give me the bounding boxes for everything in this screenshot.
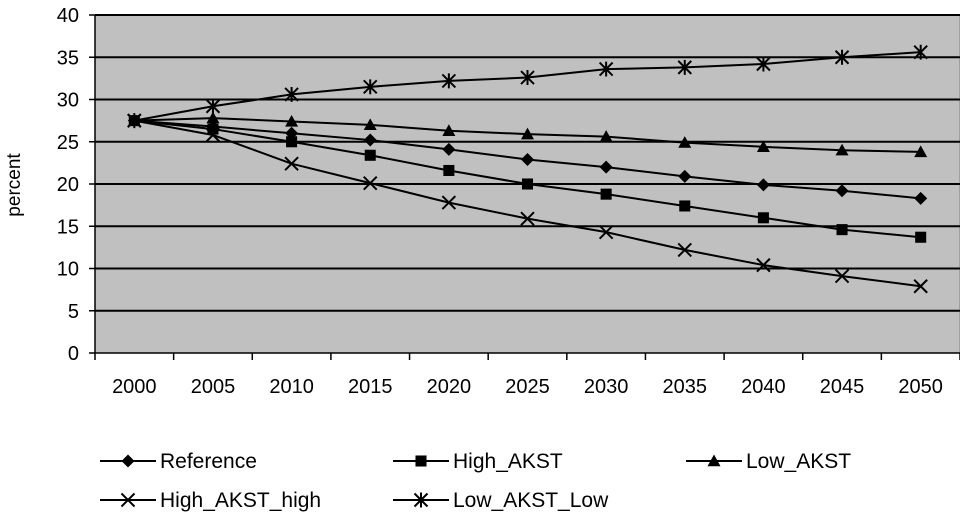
legend-item: High_AKST_high xyxy=(100,489,321,512)
data-point xyxy=(206,111,220,124)
data-point xyxy=(520,211,535,226)
legend-marker xyxy=(707,454,721,467)
data-point xyxy=(441,195,457,210)
y-tick-label: 5 xyxy=(68,301,79,323)
y-tick-label: 25 xyxy=(57,132,79,154)
data-point xyxy=(441,73,457,89)
data-point xyxy=(363,133,377,147)
data-point xyxy=(756,178,770,192)
data-point xyxy=(363,79,378,95)
gridlines xyxy=(95,14,960,312)
data-point xyxy=(286,136,298,148)
y-tick-label: 30 xyxy=(57,90,79,112)
data-point xyxy=(442,142,456,156)
legend-item: Low_AKST xyxy=(686,450,851,473)
legend-label: Low_AKST xyxy=(746,450,851,473)
data-point xyxy=(284,86,299,102)
data-point xyxy=(363,118,377,131)
data-point xyxy=(914,191,928,205)
data-point xyxy=(598,61,614,77)
x-tick-label: 2035 xyxy=(663,376,708,398)
y-tick-label: 20 xyxy=(57,174,79,196)
series-5 xyxy=(127,44,928,129)
x-tick-label: 2015 xyxy=(348,376,393,398)
data-point xyxy=(442,124,456,136)
data-point xyxy=(835,143,849,156)
data-point xyxy=(834,49,850,65)
y-tick-labels: 0 5 10 15 20 25 30 35 40 xyxy=(57,5,79,365)
y-tick-label: 35 xyxy=(57,47,79,69)
legend-label: Reference xyxy=(160,450,257,473)
data-point xyxy=(756,257,771,273)
y-tick-label: 40 xyxy=(57,5,79,27)
data-point xyxy=(913,279,928,294)
data-point xyxy=(677,59,692,75)
x-tick-label: 2000 xyxy=(112,376,157,398)
legend-item: Low_AKST_Low xyxy=(393,489,609,512)
legend-item: High_AKST xyxy=(393,450,563,473)
x-tick-label: 2005 xyxy=(191,376,236,398)
y-tick-label: 15 xyxy=(57,216,79,238)
y-tick-label: 10 xyxy=(57,259,79,281)
data-point xyxy=(598,224,614,240)
data-point xyxy=(678,136,692,148)
legend-label: High_AKST xyxy=(453,450,563,473)
data-point xyxy=(127,113,142,129)
data-point xyxy=(205,127,221,143)
legend-marker xyxy=(415,455,427,467)
x-tick-labels: 2000 2005 2010 2015 2020 2025 2030 2035 2040 2045… xyxy=(112,376,943,398)
data-point xyxy=(913,44,928,60)
legend-marker xyxy=(121,454,135,468)
series-lines xyxy=(127,44,928,294)
data-point xyxy=(756,140,770,153)
data-point xyxy=(677,242,692,258)
data-point xyxy=(207,123,219,135)
data-point xyxy=(521,178,534,190)
axes xyxy=(89,14,960,360)
data-point xyxy=(836,224,848,236)
legend-marker xyxy=(120,492,136,508)
x-tick-label: 2025 xyxy=(505,376,550,398)
data-point xyxy=(914,145,928,158)
data-point xyxy=(521,152,534,166)
data-point xyxy=(757,212,769,224)
data-point xyxy=(205,98,221,114)
data-point xyxy=(364,149,376,161)
data-point xyxy=(678,169,692,183)
series-4 xyxy=(127,113,928,294)
data-point xyxy=(443,164,455,177)
legend-marker xyxy=(413,492,429,508)
data-point xyxy=(834,268,850,284)
data-point xyxy=(756,56,771,72)
x-tick-label: 2020 xyxy=(427,376,472,398)
data-point xyxy=(521,127,534,140)
x-tick-label: 2030 xyxy=(584,376,629,398)
data-point xyxy=(600,188,612,200)
data-point xyxy=(835,184,849,198)
data-point xyxy=(599,130,613,142)
data-point xyxy=(285,114,299,127)
legend-label: High_AKST_high xyxy=(160,489,321,512)
x-tick-label: 2045 xyxy=(820,376,865,398)
legend-label: Low_AKST_Low xyxy=(453,489,609,512)
data-point xyxy=(520,70,535,86)
data-point xyxy=(915,231,927,243)
y-tick-label: 0 xyxy=(68,343,79,365)
y-axis-label: percent xyxy=(4,153,25,217)
data-point xyxy=(363,175,378,191)
data-point xyxy=(679,200,691,212)
x-tick-label: 2050 xyxy=(898,376,943,398)
legend: Reference High_AKST Low_AKST High_AKST_high… xyxy=(100,450,851,512)
series-3 xyxy=(127,111,928,158)
data-point xyxy=(599,160,613,174)
x-tick-label: 2040 xyxy=(741,376,786,398)
x-tick-label: 2010 xyxy=(269,376,314,398)
legend-item: Reference xyxy=(100,450,257,473)
data-point xyxy=(284,156,299,171)
